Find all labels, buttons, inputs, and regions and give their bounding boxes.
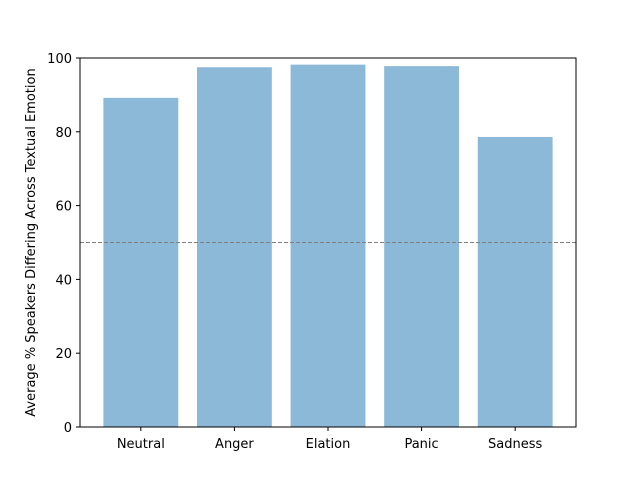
x-tick-label-anger: Anger: [215, 437, 254, 452]
y-axis-ticks: 0 20 40 60 80 100: [47, 52, 80, 436]
bar-elation: [290, 64, 366, 427]
bar-panic: [384, 66, 460, 428]
y-tick-label-0: 0: [64, 421, 72, 436]
bars-group: [103, 64, 553, 428]
y-tick-label-60: 60: [55, 200, 72, 215]
x-tick-label-panic: Panic: [404, 437, 438, 452]
y-tick-label-80: 80: [55, 126, 72, 141]
x-tick-label-elation: Elation: [306, 437, 351, 452]
x-tick-label-sadness: Sadness: [488, 437, 542, 452]
x-tick-label-neutral: Neutral: [117, 437, 165, 452]
y-tick-label-20: 20: [55, 347, 72, 362]
bar-neutral: [103, 97, 179, 427]
bar-sadness: [477, 136, 553, 427]
y-axis-label: Average % Speakers Differing Across Text…: [24, 68, 39, 416]
y-tick-label-40: 40: [55, 273, 72, 288]
bar-anger: [196, 67, 272, 427]
x-axis-ticks: Neutral Anger Elation Panic Sadness: [117, 427, 543, 452]
y-tick-label-100: 100: [47, 52, 72, 67]
